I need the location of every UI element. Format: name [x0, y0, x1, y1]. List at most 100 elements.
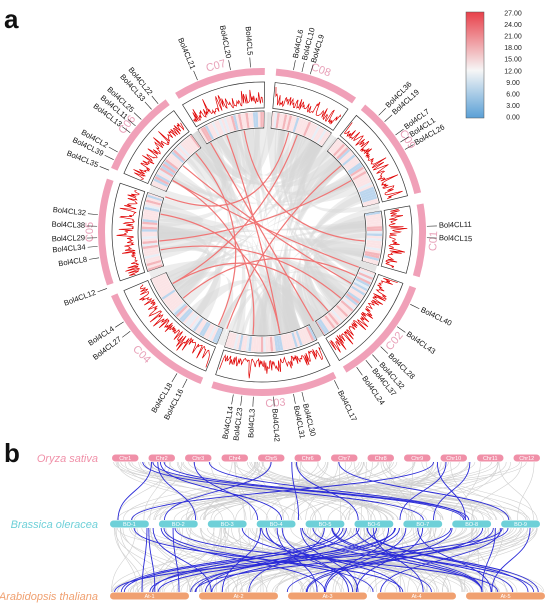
heatmap-cell [328, 138, 340, 152]
panel-label-a: a [4, 4, 19, 34]
heatmap-cell [186, 313, 198, 328]
background-ribbon [282, 125, 331, 349]
gene-tick [378, 108, 386, 116]
heatmap-cell [354, 175, 369, 185]
chromosome-ideogram [342, 285, 417, 373]
gene-label: Bol4CL20 [218, 25, 233, 59]
background-line [143, 461, 166, 521]
background-ribbon [237, 112, 293, 351]
heatmap-cell [332, 308, 345, 321]
heatmap-cell [155, 173, 171, 184]
heatmap-cell [365, 244, 382, 249]
background-ribbon [282, 130, 340, 349]
heatmap-cell [169, 153, 183, 165]
gene-tick [372, 354, 380, 363]
background-line [425, 461, 510, 521]
background-line [200, 527, 243, 593]
chromosome-label: BO-1 [123, 522, 136, 528]
brassica-chromosomes: BO-1 BO-2 BO-3 BO-4 BO-5 BO-6 BO-7 BO-8 BO-9 [110, 520, 540, 528]
gene-pair-link [209, 142, 315, 322]
heatmap-cell [366, 235, 382, 239]
background-ribbon [279, 113, 367, 295]
heatmap-cell [358, 272, 373, 281]
chromosome-bar [158, 520, 198, 528]
heatmap-cell [355, 177, 371, 187]
background-line [340, 461, 438, 521]
oryza-chromosomes: Chr1 Chr2 Chr3 Chr4 Chr5 Chr6 Chr7 Chr8 Chr9 Chr1… [112, 454, 540, 462]
background-ribbon [142, 219, 382, 240]
heatmap-cell [326, 313, 338, 328]
chromosome-ideogram [275, 68, 357, 104]
heatmap-cell [334, 145, 347, 158]
4cl-line [120, 527, 341, 593]
heatmap-cell [182, 311, 195, 324]
gene-label: Bol4CL5 [244, 26, 255, 56]
background-ribbon [208, 121, 326, 180]
chromosome-bar [466, 592, 545, 600]
heatmap-cell [298, 119, 307, 135]
gene-tick [115, 321, 124, 328]
background-line [300, 527, 443, 593]
heatmap-cell [142, 224, 158, 228]
chromosome-bar [477, 454, 504, 462]
heatmap-cell [366, 240, 382, 244]
legend-colorbar [465, 11, 485, 119]
heatmap-cell [273, 112, 278, 128]
gene-tick [365, 360, 373, 369]
4cl-line [261, 527, 401, 593]
4cl-line [281, 527, 349, 593]
background-line [261, 461, 469, 521]
background-ribbon [313, 218, 382, 311]
heatmap-cell [337, 303, 351, 316]
heatmap-cell [343, 156, 357, 168]
heatmap-cell [143, 249, 159, 255]
chromosome-bar [288, 592, 367, 600]
heatmap-cell [160, 165, 175, 176]
heatmap-cell [339, 150, 353, 163]
4cl-line [149, 527, 396, 593]
background-ribbon [142, 225, 382, 261]
chromosome-label: At-2 [233, 594, 243, 600]
heatmap-cell [243, 335, 248, 351]
heatmap-cell [255, 112, 259, 128]
background-line [233, 527, 407, 593]
heatmap-cell [169, 298, 183, 310]
heatmap-cell [351, 168, 366, 179]
gene-tick [249, 57, 251, 68]
gene-tick [87, 213, 98, 216]
gene-label: Bol4CL29 [52, 233, 86, 243]
heatmap-cell [318, 319, 330, 333]
gene-label: Bol4CL43 [405, 329, 437, 356]
background-ribbon [156, 166, 374, 206]
heatmap-cell [357, 182, 373, 191]
background-ribbon [142, 204, 382, 262]
heatmap-cell [363, 255, 380, 262]
heatmap-cell [144, 251, 160, 257]
chromosome-label: Chr11 [483, 456, 498, 462]
legend-tick-label: 27.00 [504, 11, 522, 18]
background-ribbon [142, 235, 221, 335]
heatmap-cell [362, 259, 378, 266]
heatmap-cell [263, 336, 266, 352]
gene-label: Bol4CL17 [336, 389, 359, 423]
gene-label: Bol4CL11 [439, 220, 472, 230]
chromosome-label: At-4 [411, 594, 421, 600]
chromosome-bar [294, 454, 321, 462]
legend-tick-label: 12.00 [504, 68, 522, 75]
chromosome-C06: C06 [111, 99, 202, 192]
4cl-collinear-lines [114, 461, 539, 593]
4cl-line [291, 461, 300, 521]
species-label: Brassica oleracea [11, 519, 98, 531]
heatmap-cell [352, 170, 367, 181]
heatmap-cell [175, 304, 189, 318]
background-line [472, 527, 496, 593]
heatmap-cell [307, 123, 316, 139]
background-line [426, 527, 538, 593]
heatmap-cell [307, 325, 317, 341]
gene-tick [396, 326, 406, 333]
4cl-line [190, 527, 396, 593]
4cl-line [332, 527, 514, 593]
background-ribbon [143, 164, 368, 264]
background-line [203, 461, 498, 521]
heatmap-cell [305, 326, 315, 342]
